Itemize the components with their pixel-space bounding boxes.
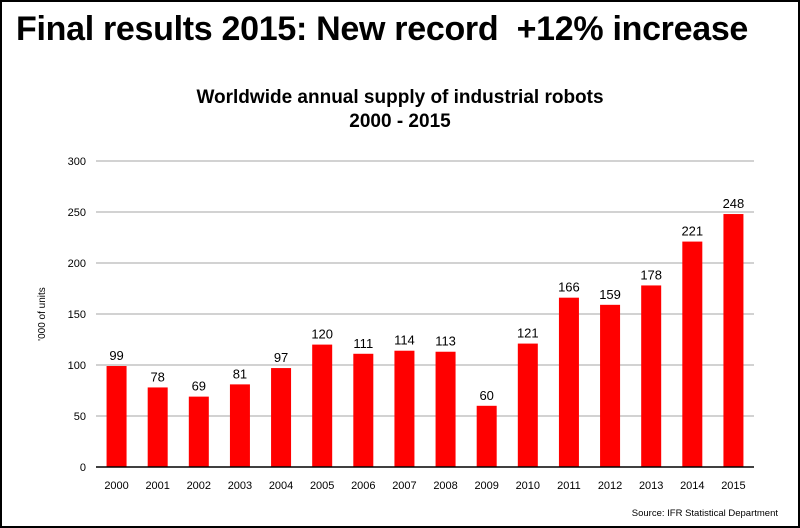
x-tick-label: 2006	[351, 480, 375, 492]
bar-2007	[394, 350, 415, 467]
x-tick-label: 2007	[392, 480, 416, 492]
bar-2001	[147, 387, 168, 467]
data-label: 78	[150, 369, 164, 384]
data-label: 113	[435, 334, 456, 349]
y-axis-label: '000 of units	[37, 287, 48, 341]
bar-2011	[558, 297, 579, 467]
x-tick-label: 2008	[433, 480, 457, 492]
data-label: 60	[479, 388, 493, 403]
data-label: 159	[599, 287, 621, 302]
x-tick-label: 2001	[145, 480, 169, 492]
data-label: 97	[274, 350, 288, 365]
x-tick-label: 2011	[557, 480, 581, 492]
bars	[106, 214, 744, 467]
x-tick-label: 2010	[516, 480, 540, 492]
x-tick-label: 2009	[474, 480, 498, 492]
bar-2015	[723, 214, 744, 467]
chart-subtitle: 2000 - 2015	[349, 111, 451, 132]
data-label: 114	[394, 333, 415, 348]
data-label: 166	[558, 280, 580, 295]
bar-2004	[271, 368, 292, 467]
x-tick-labels: 2000 2001 2002 2003 2004 2005 2006 2007 2008 2009…	[104, 480, 745, 492]
x-tick-label: 2000	[104, 480, 128, 492]
x-tick-label: 2003	[228, 480, 252, 492]
y-tick-label: 0	[80, 462, 86, 474]
source-note: Source: IFR Statistical Department	[631, 508, 778, 519]
headline: Final results 2015: New record +12% incr…	[16, 10, 749, 48]
bar-2012	[600, 304, 621, 467]
x-tick-label: 2013	[639, 480, 663, 492]
bar-2002	[188, 396, 209, 467]
x-tick-label: 2005	[310, 480, 334, 492]
bar-2000	[106, 366, 127, 467]
data-labels: 99 78 69 81 97 120 111 114 113 60 121 166 159 178 221 2…	[109, 196, 744, 403]
y-tick-labels: 0 50 100 150 200 250 300	[68, 156, 86, 474]
y-tick-label: 250	[68, 207, 86, 219]
bar-2005	[312, 344, 333, 467]
x-tick-label: 2014	[680, 480, 704, 492]
bar-2003	[229, 384, 250, 467]
data-label: 248	[723, 196, 745, 211]
data-label: 120	[311, 327, 333, 342]
x-tick-label: 2002	[187, 480, 211, 492]
y-tick-label: 100	[68, 360, 86, 372]
x-tick-label: 2015	[721, 480, 745, 492]
x-tick-label: 2012	[598, 480, 622, 492]
bar-2013	[641, 285, 662, 467]
bar-2006	[353, 353, 374, 467]
chart-title: Worldwide annual supply of industrial ro…	[196, 87, 604, 108]
data-label: 69	[192, 379, 206, 394]
data-label: 99	[109, 348, 123, 363]
data-label: 178	[640, 267, 662, 282]
data-label: 221	[681, 224, 703, 239]
data-label: 81	[233, 366, 247, 381]
y-tick-label: 300	[68, 156, 86, 168]
bar-2014	[682, 241, 703, 467]
y-tick-label: 150	[68, 309, 86, 321]
data-label: 111	[353, 336, 373, 351]
y-tick-label: 50	[74, 411, 86, 423]
data-label: 121	[517, 326, 539, 341]
x-tick-label: 2004	[269, 480, 293, 492]
bar-2009	[476, 405, 497, 467]
bar-2008	[435, 351, 456, 467]
bar-2010	[517, 343, 538, 467]
y-tick-label: 200	[68, 258, 86, 270]
